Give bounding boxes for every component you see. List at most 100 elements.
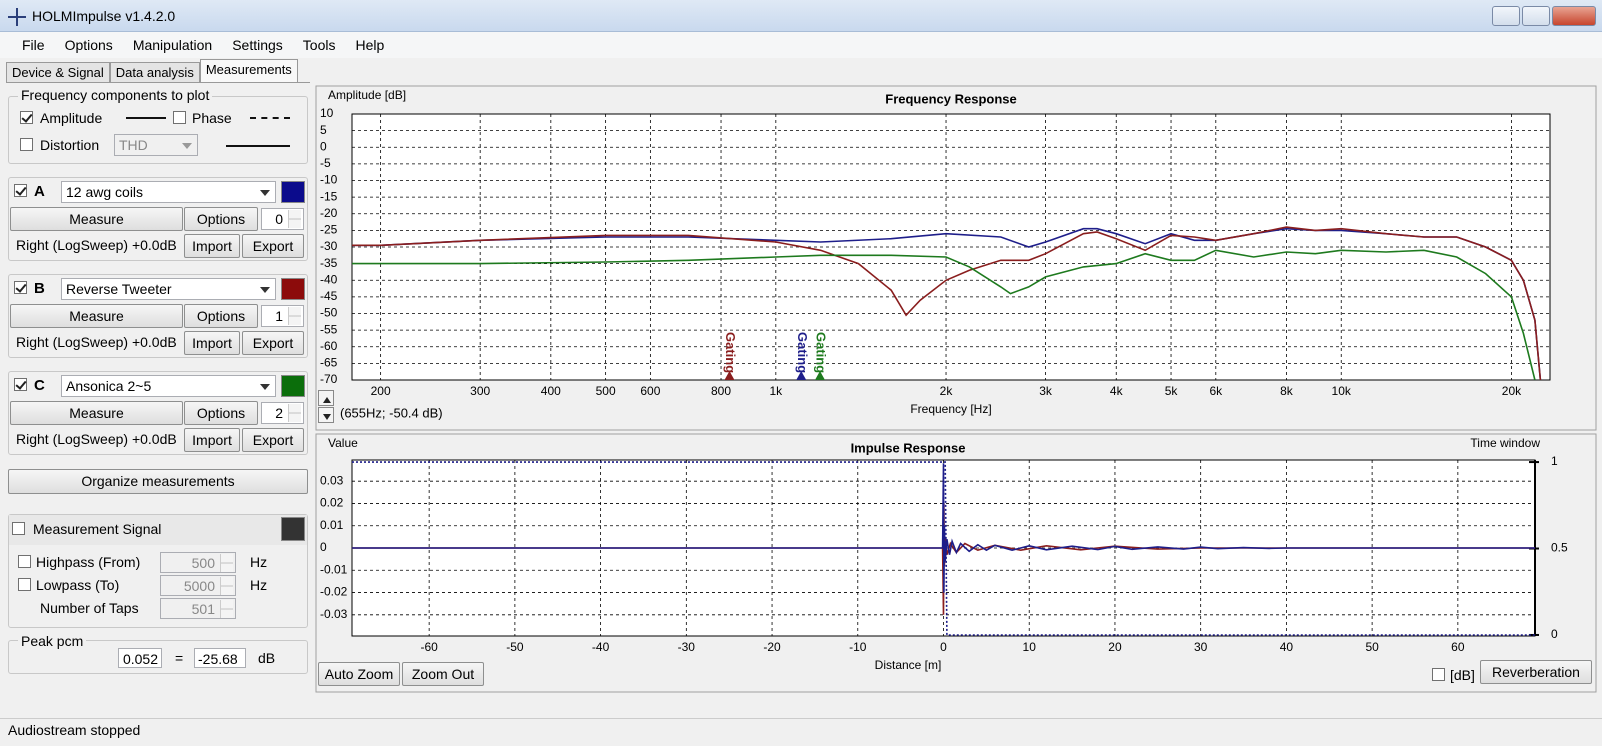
y-tick-label: -15 (320, 189, 338, 203)
y-tick-label: 10 (320, 106, 334, 120)
numeric-input[interactable]: 500 (160, 552, 236, 573)
measurement-letter: A (34, 183, 45, 200)
x-tick-label: 20 (1108, 640, 1122, 654)
checkbox[interactable] (14, 184, 27, 197)
tab[interactable]: Measurements (199, 59, 298, 83)
options-button[interactable]: Options (184, 207, 258, 231)
measurement-color[interactable] (281, 181, 305, 203)
status-text: Audiostream stopped (8, 722, 141, 738)
export-button[interactable]: Export (242, 331, 304, 355)
scroll-up[interactable] (318, 390, 334, 406)
x-axis-label: Frequency [Hz] (910, 402, 991, 416)
checkbox[interactable] (18, 555, 31, 568)
checkbox[interactable] (20, 138, 33, 151)
x-tick-label: 40 (1280, 640, 1294, 654)
measurement-name[interactable]: 12 awg coils (61, 181, 276, 203)
x-tick-label: 20k (1502, 384, 1522, 398)
index-spin[interactable]: 2 (261, 402, 304, 424)
combobox[interactable]: THD (114, 134, 198, 156)
measurement-letter: C (34, 377, 45, 394)
menu-item[interactable]: File (22, 37, 45, 53)
checkbox[interactable] (14, 281, 27, 294)
import-button[interactable]: Import (184, 234, 240, 258)
y-tick-label: 5 (320, 123, 327, 137)
group-title: Peak pcm (18, 633, 87, 649)
x-tick-label: 60 (1451, 640, 1465, 654)
signal-color[interactable] (281, 517, 305, 541)
x-tick-label: 10k (1332, 384, 1352, 398)
y-tick-label: -65 (320, 356, 338, 370)
y-tick-label: -35 (320, 256, 338, 270)
export-button[interactable]: Export (242, 234, 304, 258)
measurement-color[interactable] (281, 375, 305, 397)
y2-tick-label: 0 (1551, 627, 1558, 641)
minimize-button[interactable] (1492, 6, 1520, 26)
measurement-name[interactable]: Reverse Tweeter (61, 278, 276, 300)
measure-button[interactable]: Measure (10, 304, 183, 328)
x-tick-label: 500 (596, 384, 616, 398)
measure-button[interactable]: Measure (10, 401, 183, 425)
checkbox[interactable] (1432, 668, 1445, 681)
checkbox[interactable] (173, 111, 186, 124)
close-button[interactable] (1552, 6, 1596, 26)
measurement-box (8, 274, 308, 358)
organize-button[interactable]: Organize measurements (8, 469, 308, 494)
peak-pcm: 0.052 (118, 648, 162, 668)
menu-item[interactable]: Help (355, 37, 385, 53)
status-bar (0, 718, 1602, 746)
line-sample (226, 145, 290, 147)
reverberation-button[interactable]: Reverberation (1480, 660, 1592, 684)
y-tick-label: -50 (320, 306, 338, 320)
unit: Hz (250, 554, 268, 570)
x-tick-label: -20 (763, 640, 781, 654)
numeric-input[interactable]: 5000 (160, 575, 236, 596)
gating-label: Gating (723, 332, 738, 373)
gating-marker (814, 371, 825, 380)
options-button[interactable]: Options (184, 304, 258, 328)
label: [dB] (1450, 667, 1475, 683)
checkbox[interactable] (14, 378, 27, 391)
zoom-out-button[interactable]: Zoom Out (402, 662, 484, 686)
y-tick-label: -20 (320, 206, 338, 220)
chart-title: Frequency Response (885, 91, 1017, 106)
export-button[interactable]: Export (242, 428, 304, 452)
y-axis-label: Amplitude [dB] (328, 88, 406, 102)
cursor-readout: (655Hz; -50.4 dB) (340, 405, 443, 420)
maximize-button[interactable] (1522, 6, 1550, 26)
scroll-down[interactable] (318, 407, 334, 423)
series-line (352, 249, 1536, 380)
series-line (352, 226, 1542, 380)
import-button[interactable]: Import (184, 428, 240, 452)
y-tick-label: -70 (320, 372, 338, 386)
y-tick-label: -30 (320, 239, 338, 253)
menu-item[interactable]: Settings (232, 37, 283, 53)
x-tick-label: 6k (1209, 384, 1223, 398)
options-button[interactable]: Options (184, 401, 258, 425)
tab[interactable]: Data analysis (109, 62, 200, 83)
menu-item[interactable]: Options (64, 37, 113, 53)
numeric-input[interactable]: 501 (160, 598, 236, 619)
auto-zoom-button[interactable]: Auto Zoom (318, 662, 400, 686)
y-tick-label: 0 (320, 540, 327, 554)
x-tick-label: -30 (678, 640, 696, 654)
checkbox[interactable] (12, 522, 25, 535)
index-spin[interactable]: 1 (261, 305, 304, 327)
checkbox[interactable] (20, 111, 33, 124)
plot-area (351, 113, 1551, 381)
index-spin[interactable]: 0 (261, 208, 304, 230)
measure-button[interactable]: Measure (10, 207, 183, 231)
app-icon (16, 8, 18, 26)
measurement-color[interactable] (281, 278, 305, 300)
menu-bar (0, 32, 1602, 58)
y-tick-label: -60 (320, 339, 338, 353)
chart-title: Impulse Response (851, 440, 966, 455)
checkbox[interactable] (18, 578, 31, 591)
gating-label: Gating (814, 332, 829, 373)
tab[interactable]: Device & Signal (6, 62, 110, 83)
menu-item[interactable]: Tools (302, 37, 336, 53)
menu-item[interactable]: Manipulation (132, 37, 213, 53)
label: Highpass (From) (36, 554, 141, 570)
import-button[interactable]: Import (184, 331, 240, 355)
measurement-name[interactable]: Ansonica 2~5 (61, 375, 276, 397)
x-tick-label: 1k (769, 384, 783, 398)
